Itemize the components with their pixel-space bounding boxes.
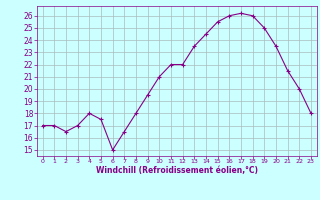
X-axis label: Windchill (Refroidissement éolien,°C): Windchill (Refroidissement éolien,°C) xyxy=(96,166,258,175)
